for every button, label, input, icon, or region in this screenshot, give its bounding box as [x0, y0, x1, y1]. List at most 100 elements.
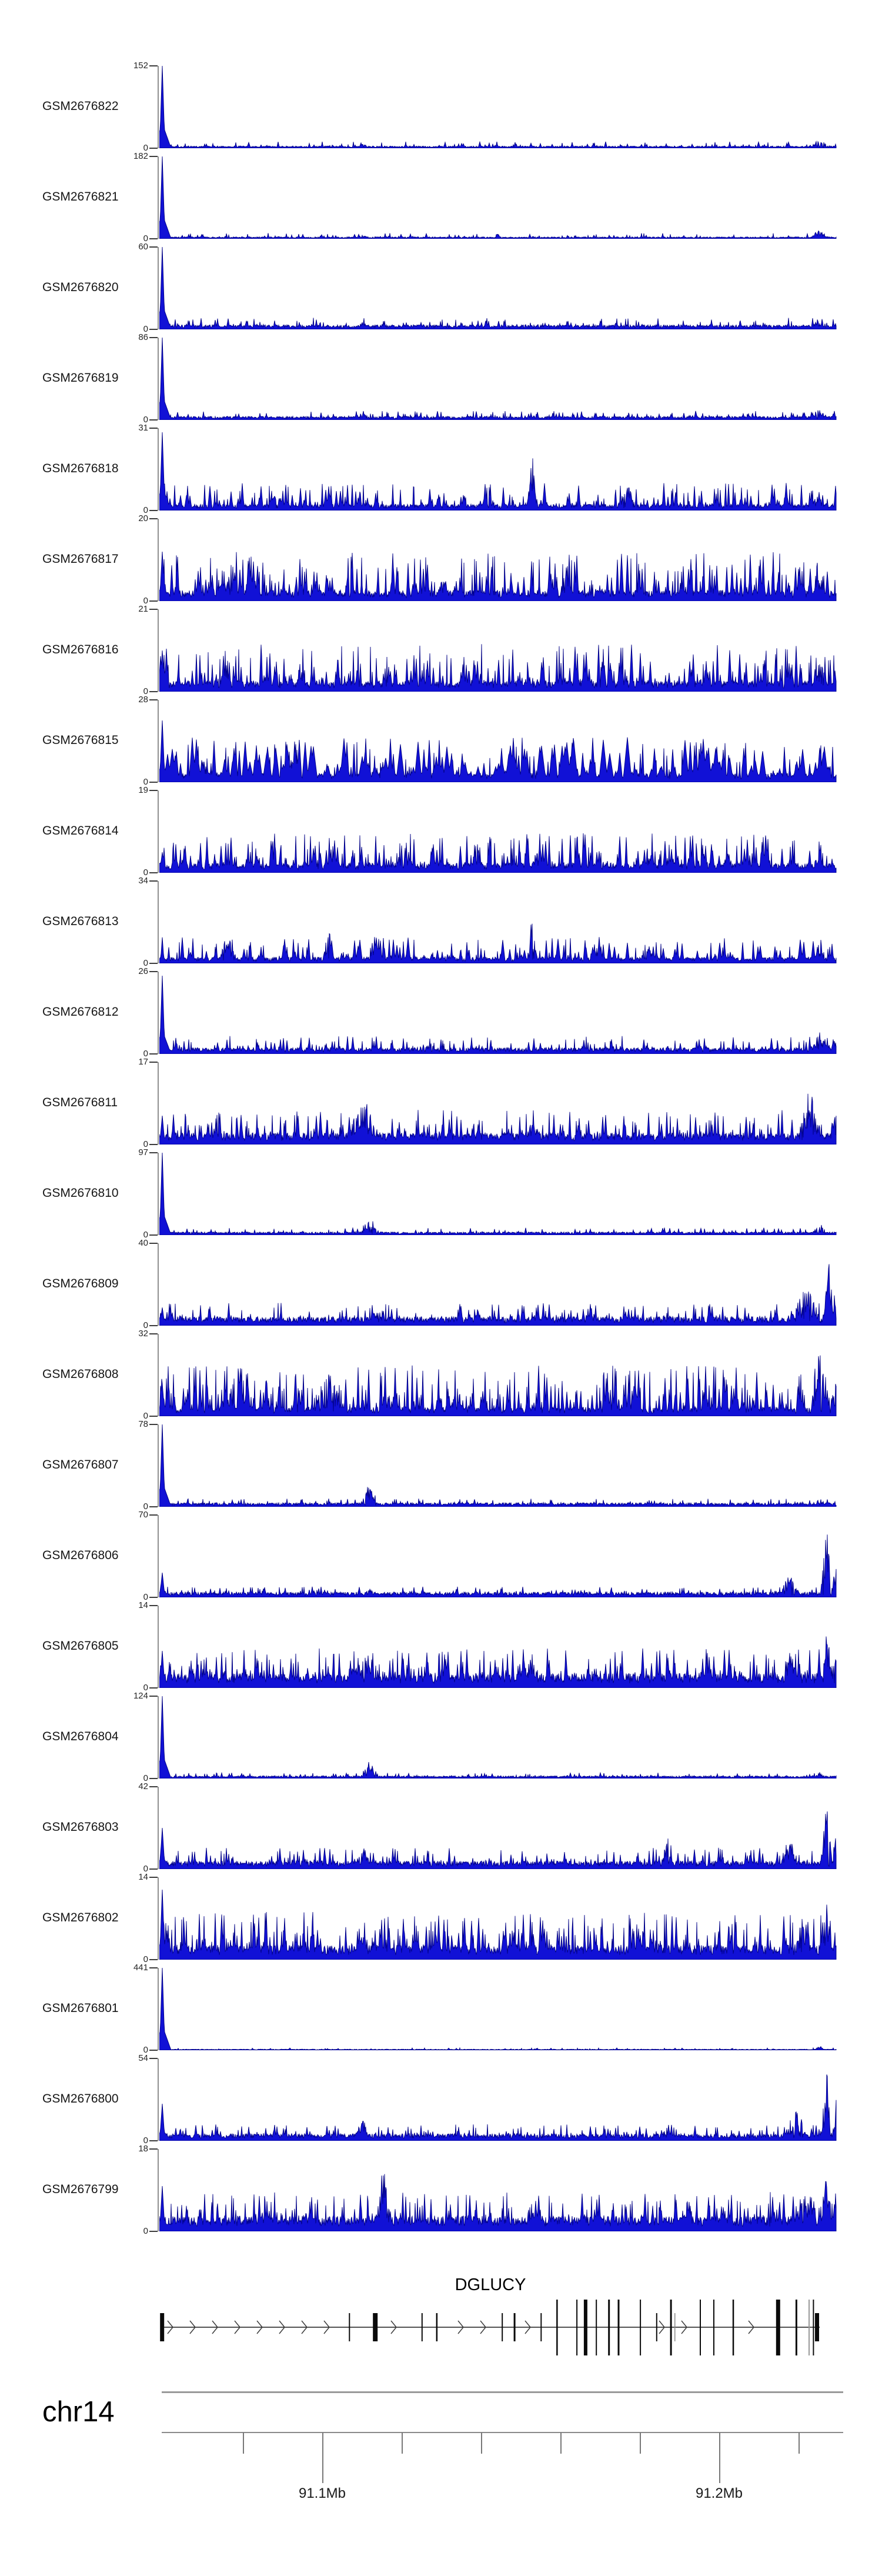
track-ymax-label: 18 [138, 2144, 148, 2154]
coverage-area [159, 1153, 837, 1235]
sample-label: GSM2676818 [42, 462, 119, 475]
track-y-axis-line [158, 1877, 159, 1960]
track-ymax-label: 14 [138, 1600, 148, 1610]
signal-track-row: GSM2676822 152 0 [0, 61, 882, 156]
signal-track-row: GSM2676804 124 0 [0, 1691, 882, 1787]
signal-track-row: GSM2676799 18 0 [0, 2144, 882, 2240]
track-bottom-tick [149, 238, 158, 239]
track-top-tick [149, 880, 158, 882]
track-top-tick [149, 65, 158, 66]
track-y-axis-line [158, 2149, 159, 2231]
sample-label: GSM2676812 [42, 1005, 119, 1019]
axis-minor-tick [560, 2432, 562, 2454]
track-zero-label: 0 [143, 1320, 148, 1330]
coverage-signal-plot [159, 1355, 837, 1416]
coverage-signal-plot [159, 1424, 837, 1507]
strand-arrow-icon [279, 2320, 285, 2334]
signal-track-row: GSM2676821 182 0 [0, 151, 882, 247]
sample-label: GSM2676821 [42, 190, 119, 203]
track-bottom-tick [149, 782, 158, 783]
track-zero-label: 0 [143, 2135, 148, 2145]
track-zero-label: 0 [143, 958, 148, 968]
coverage-area [159, 1811, 837, 1869]
coverage-area [159, 2074, 837, 2141]
exon-mark [808, 2300, 810, 2355]
track-zero-label: 0 [143, 867, 148, 877]
coverage-signal-plot [159, 66, 837, 148]
track-bottom-tick [149, 1144, 158, 1145]
signal-track-row: GSM2676802 14 0 [0, 1872, 882, 1968]
track-zero-label: 0 [143, 1773, 148, 1783]
track-bottom-tick [149, 148, 158, 149]
track-zero-label: 0 [143, 143, 148, 153]
track-y-axis-line [158, 1062, 159, 1144]
track-top-tick [149, 156, 158, 157]
track-y-axis-line [158, 609, 159, 692]
coverage-signal-plot [159, 247, 837, 329]
coverage-area [159, 1093, 837, 1144]
coverage-signal-plot [159, 432, 837, 510]
track-top-tick [149, 1152, 158, 1153]
coverage-area [159, 1264, 837, 1326]
signal-track-row: GSM2676818 31 0 [0, 423, 882, 519]
track-bottom-tick [149, 872, 158, 873]
track-bottom-tick [149, 2140, 158, 2141]
coverage-signal-plot [159, 2174, 837, 2231]
coverage-area [159, 1534, 837, 1597]
track-top-tick [149, 246, 158, 248]
track-top-tick [149, 971, 158, 972]
coverage-signal-plot [159, 1153, 837, 1235]
sample-label: GSM2676814 [42, 824, 119, 837]
track-top-tick [149, 1967, 158, 1968]
track-y-axis-line [158, 1696, 159, 1778]
track-top-tick [149, 2058, 158, 2059]
sample-label: GSM2676809 [42, 1277, 119, 1290]
sample-label: GSM2676815 [42, 733, 119, 747]
strand-arrow-icon [480, 2320, 486, 2334]
strand-arrow-icon [167, 2320, 173, 2334]
genome-axis-line [162, 2432, 843, 2433]
track-zero-label: 0 [143, 2226, 148, 2236]
track-zero-label: 0 [143, 1954, 148, 1964]
track-ymax-label: 441 [133, 1963, 148, 1973]
exon-mark [576, 2300, 578, 2355]
strand-arrow-icon [390, 2320, 397, 2334]
track-top-tick [149, 1243, 158, 1244]
coverage-signal-plot [159, 1968, 837, 2050]
axis-major-tick [322, 2432, 323, 2483]
coverage-signal-plot [159, 975, 837, 1054]
sample-label: GSM2676801 [42, 2001, 119, 2015]
sample-label: GSM2676822 [42, 99, 119, 113]
track-y-axis-line [158, 1243, 159, 1326]
coverage-area [159, 644, 837, 692]
track-ymax-label: 26 [138, 966, 148, 976]
gene-model [160, 2300, 820, 2355]
track-top-tick [149, 1786, 158, 1787]
strand-arrow-icon [457, 2320, 464, 2334]
coverage-area [159, 247, 837, 329]
exon-mark [608, 2300, 610, 2355]
exon-mark [732, 2300, 734, 2355]
signal-track-row: GSM2676813 34 0 [0, 876, 882, 972]
track-ymax-label: 124 [133, 1691, 148, 1701]
track-top-tick [149, 1062, 158, 1063]
coverage-area [159, 66, 837, 148]
strand-arrow-icon [681, 2320, 687, 2334]
track-bottom-tick [149, 329, 158, 330]
track-ymax-label: 14 [138, 1872, 148, 1882]
track-y-axis-line [158, 66, 159, 148]
coverage-area [159, 1636, 837, 1688]
exon-mark [640, 2300, 642, 2355]
track-ymax-label: 60 [138, 242, 148, 252]
track-y-axis-line [158, 1787, 159, 1869]
sample-label: GSM2676802 [42, 1911, 119, 1924]
track-bottom-tick [149, 2050, 158, 2051]
track-y-axis-line [158, 1606, 159, 1688]
exon-mark [700, 2300, 701, 2355]
track-ymax-label: 28 [138, 695, 148, 705]
axis-tick-label: 91.2Mb [695, 2485, 743, 2501]
track-zero-label: 0 [143, 1864, 148, 1874]
track-ymax-label: 54 [138, 2053, 148, 2063]
track-y-axis-line [158, 881, 159, 963]
track-zero-label: 0 [143, 1049, 148, 1059]
